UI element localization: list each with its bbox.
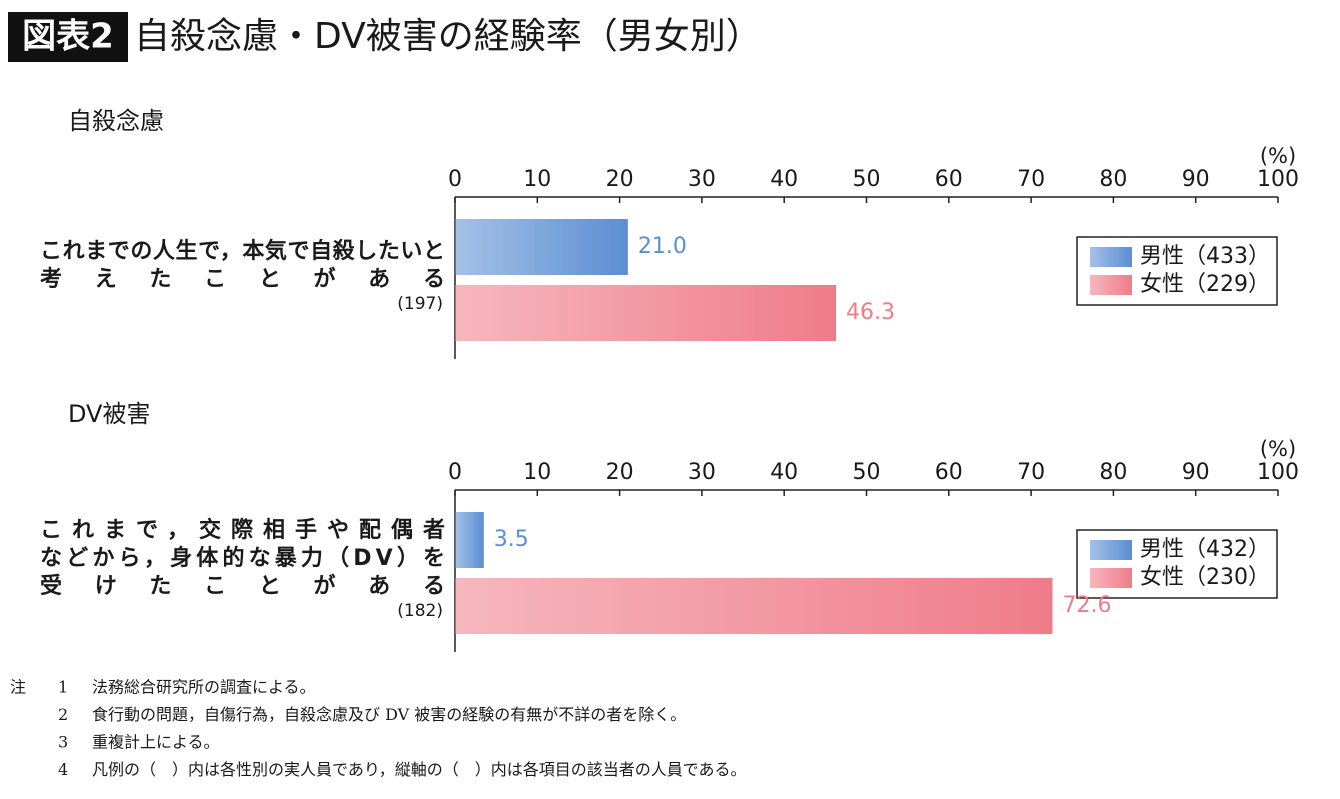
notes-label: 注 [10,678,26,697]
note-text: 凡例の（ ）内は各性別の実人員であり，縦軸の（ ）内は各項目の該当者の人員である… [92,760,747,779]
x-tick-label: 90 [1182,460,1210,485]
x-tick-label: 10 [523,460,551,485]
category-label: これまでの人生で，本気で自殺したいと [40,238,445,264]
legend-label: 男性（432） [1140,537,1270,562]
x-tick-label: 100 [1257,460,1299,485]
x-tick-label: 30 [688,460,716,485]
value-label: 21.0 [638,234,687,259]
x-tick-label: 0 [448,167,462,192]
badge: 図表2 [22,17,114,57]
category-count: (182) [397,601,443,621]
legend-swatch [1090,568,1132,588]
x-tick-label: 70 [1017,460,1045,485]
chart-title: DV被害 [68,400,150,428]
value-label: 3.5 [494,527,529,552]
x-tick-label: 40 [770,167,798,192]
value-label: 72.6 [1062,593,1111,618]
note-text: 法務総合研究所の調査による。 [92,678,316,697]
note-text: 重複計上による。 [92,733,220,752]
category-label: などから，身体的な暴力（DV）を [40,545,445,571]
x-tick-label: 0 [448,460,462,485]
unit-label: (%) [1260,437,1296,461]
x-tick-label: 30 [688,167,716,192]
x-tick-label: 50 [853,460,881,485]
note-text: 食行動の問題，自傷行為，自殺念慮及び DV 被害の経験の有無が不詳の者を除く。 [92,705,686,724]
category-label: 受けたことがある [40,573,445,599]
x-tick-label: 80 [1099,167,1127,192]
x-tick-label: 90 [1182,167,1210,192]
x-tick-label: 60 [935,167,963,192]
category-count: (197) [397,294,443,314]
x-tick-label: 40 [770,460,798,485]
note-number: 4 [58,760,68,779]
x-tick-label: 100 [1257,167,1299,192]
x-tick-label: 50 [853,167,881,192]
bar [455,578,1053,634]
legend-swatch [1090,540,1132,560]
unit-label: (%) [1260,144,1296,168]
x-tick-label: 20 [606,167,634,192]
title: 自殺念慮・DV被害の経験率（男女別） [134,16,762,57]
bar [455,285,837,341]
x-tick-label: 20 [606,460,634,485]
category-label: これまで，交際相手や配偶者 [40,517,445,543]
x-tick-label: 60 [935,460,963,485]
legend-swatch [1090,275,1132,295]
note-number: 1 [58,678,68,697]
badge-box [8,12,128,62]
legend-label: 女性（230） [1140,565,1270,590]
note-number: 3 [58,733,68,752]
x-tick-label: 80 [1099,460,1127,485]
chart-title: 自殺念慮 [68,107,164,135]
x-tick-label: 70 [1017,167,1045,192]
legend-swatch [1090,247,1132,267]
bar [455,219,628,275]
category-label: 考えたことがある [40,266,445,292]
legend-label: 女性（229） [1140,272,1270,297]
bar [455,512,484,568]
x-tick-label: 10 [523,167,551,192]
value-label: 46.3 [846,300,895,325]
legend-label: 男性（433） [1140,244,1270,269]
note-number: 2 [58,705,68,724]
